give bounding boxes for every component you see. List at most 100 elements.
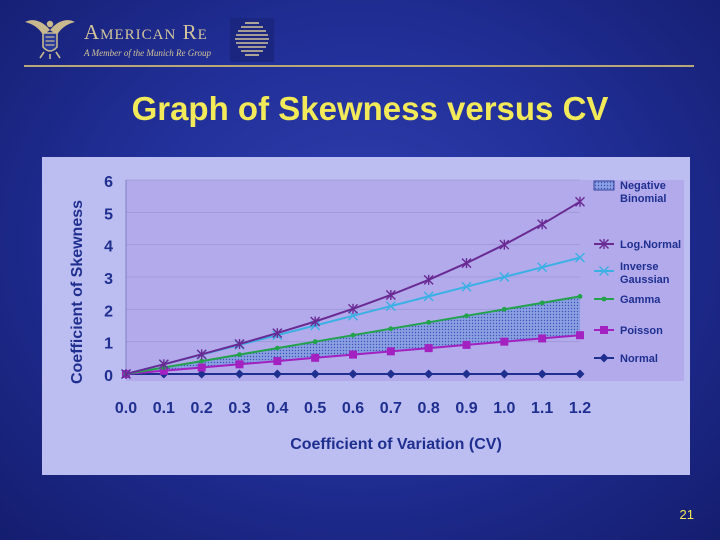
data-point-poisson — [576, 331, 584, 340]
x-axis-label: Coefficient of Variation (CV) — [290, 436, 502, 453]
data-point-log-normal — [537, 219, 548, 230]
data-point-inverse-gaussian — [575, 252, 585, 263]
company-name: American Re — [84, 20, 208, 44]
x-tick-label: 0.6 — [342, 400, 364, 417]
x-tick-label: 0.7 — [380, 400, 402, 417]
x-tick-label: 0.8 — [418, 400, 440, 417]
series-log-normal — [121, 196, 585, 379]
data-point-gamma — [388, 326, 394, 332]
data-point-log-normal — [348, 303, 358, 314]
data-point-normal — [310, 369, 320, 379]
data-point-log-normal — [196, 349, 207, 360]
x-tick-label: 0.3 — [228, 400, 250, 417]
data-point-log-normal — [423, 274, 434, 285]
data-point-poisson — [424, 344, 433, 353]
data-point-gamma — [501, 306, 507, 312]
x-tick-labels: 0.0 0.1 0.2 0.3 0.4 0.5 0.6 0.7 0.8 0.9 1.0 1.1 1.2 — [115, 400, 591, 417]
company-logo: American Re A Member of the Munich Re Gr… — [24, 14, 274, 64]
legend-marker-poisson — [600, 326, 608, 334]
data-point-gamma — [350, 332, 356, 338]
data-point-gamma — [274, 345, 280, 351]
y-tick-label: 5 — [104, 206, 113, 223]
data-point-inverse-gaussian — [423, 291, 434, 302]
eagle-emblem-icon — [25, 20, 75, 59]
data-point-normal — [499, 369, 509, 379]
y-tick-label: 3 — [104, 271, 113, 288]
data-point-log-normal — [575, 196, 585, 207]
data-point-poisson — [235, 360, 244, 369]
y-tick-label: 2 — [104, 303, 113, 320]
x-tick-label: 0.0 — [115, 400, 137, 417]
series-layer — [121, 196, 585, 379]
data-point-normal — [197, 369, 207, 379]
data-point-normal — [575, 369, 585, 379]
legend-swatch-negative-binomial — [593, 180, 615, 191]
data-point-poisson — [462, 340, 471, 349]
data-point-normal — [272, 369, 282, 379]
data-point-inverse-gaussian — [385, 301, 396, 312]
y-tick-label: 6 — [104, 174, 113, 191]
data-point-normal — [235, 369, 244, 379]
data-point-log-normal — [310, 316, 321, 327]
y-tick-label: 4 — [104, 239, 113, 256]
legend-label: Binomial — [620, 193, 666, 205]
data-point-poisson — [386, 347, 395, 356]
data-point-log-normal — [121, 369, 131, 379]
legend-label: Log.Normal — [620, 239, 681, 251]
data-point-gamma — [426, 319, 432, 325]
striped-sun-emblem-icon — [230, 18, 274, 62]
data-point-gamma — [312, 339, 318, 345]
x-tick-label: 1.2 — [569, 400, 591, 417]
data-point-inverse-gaussian — [537, 262, 548, 273]
x-tick-label: 0.5 — [304, 400, 326, 417]
data-point-normal — [386, 369, 396, 379]
data-point-inverse-gaussian — [461, 281, 472, 292]
data-point-log-normal — [272, 328, 283, 339]
data-point-gamma — [464, 313, 469, 319]
data-point-normal — [537, 369, 547, 379]
x-tick-label: 1.1 — [531, 400, 553, 417]
data-point-log-normal — [234, 339, 245, 350]
data-point-log-normal — [385, 290, 396, 301]
data-point-gamma — [539, 300, 545, 306]
data-point-gamma — [577, 294, 583, 299]
data-point-log-normal — [158, 359, 169, 370]
legend-label: Normal — [620, 353, 658, 365]
data-point-gamma — [199, 358, 205, 364]
data-point-poisson — [311, 353, 320, 362]
data-point-poisson — [197, 363, 206, 372]
y-tick-label: 1 — [104, 336, 113, 353]
data-point-inverse-gaussian — [499, 272, 510, 282]
x-tick-label: 1.0 — [493, 400, 515, 417]
legend-label: Poisson — [620, 325, 663, 337]
legend-label: Gamma — [620, 294, 661, 306]
legend-label: Gaussian — [620, 274, 670, 286]
legend-label: Inverse — [620, 261, 659, 273]
data-point-log-normal — [499, 239, 510, 250]
data-point-poisson — [500, 337, 509, 346]
legend-marker-log-normal — [599, 239, 609, 249]
x-tick-label: 0.2 — [191, 400, 213, 417]
legend-marker-normal — [599, 353, 609, 363]
x-tick-label: 0.9 — [455, 400, 477, 417]
slide-title: Graph of Skewness versus CV — [131, 90, 609, 127]
legend-marker-gamma — [601, 296, 607, 302]
header-divider — [24, 65, 694, 67]
data-point-log-normal — [461, 258, 472, 269]
slide-number: 21 — [679, 507, 694, 522]
data-point-poisson — [159, 366, 168, 375]
data-point-normal — [348, 369, 358, 379]
x-tick-label: 0.1 — [153, 400, 175, 417]
legend-label: Negative — [620, 180, 666, 192]
data-point-gamma — [237, 352, 242, 357]
data-point-poisson — [273, 357, 282, 366]
data-point-poisson — [538, 334, 547, 343]
y-tick-labels: 0 1 2 3 4 5 6 — [104, 174, 113, 385]
data-point-normal — [462, 369, 471, 379]
legend-marker-inverse-gaussian — [599, 266, 609, 276]
data-point-poisson — [349, 350, 357, 359]
x-tick-label: 0.4 — [266, 400, 288, 417]
data-point-normal — [424, 369, 434, 379]
company-tagline: A Member of the Munich Re Group — [84, 48, 211, 58]
